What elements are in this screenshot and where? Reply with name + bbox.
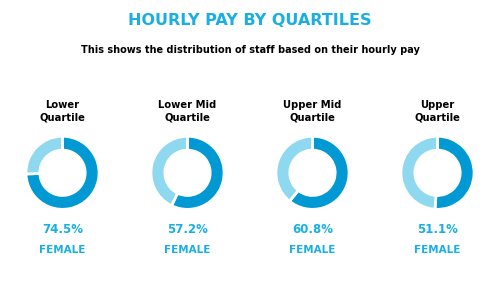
Text: HOURLY PAY BY QUARTILES: HOURLY PAY BY QUARTILES <box>128 13 372 28</box>
Text: 74.5%: 74.5% <box>42 223 83 236</box>
Text: Lower Mid
Quartile: Lower Mid Quartile <box>158 100 216 122</box>
Text: Lower
Quartile: Lower Quartile <box>40 100 86 122</box>
Text: Upper
Quartile: Upper Quartile <box>414 100 461 122</box>
Wedge shape <box>151 136 188 206</box>
Wedge shape <box>26 136 63 174</box>
Wedge shape <box>172 136 224 209</box>
Wedge shape <box>290 136 349 209</box>
Wedge shape <box>26 136 99 209</box>
Text: This shows the distribution of staff based on their hourly pay: This shows the distribution of staff bas… <box>80 45 419 55</box>
Text: FEMALE: FEMALE <box>290 245 336 255</box>
Wedge shape <box>435 136 474 209</box>
Text: 51.1%: 51.1% <box>417 223 458 236</box>
Text: 60.8%: 60.8% <box>292 223 333 236</box>
Text: FEMALE: FEMALE <box>414 245 461 255</box>
Wedge shape <box>401 136 438 209</box>
Text: FEMALE: FEMALE <box>164 245 210 255</box>
Text: 57.2%: 57.2% <box>167 223 208 236</box>
Text: FEMALE: FEMALE <box>40 245 86 255</box>
Wedge shape <box>276 136 312 201</box>
Text: Upper Mid
Quartile: Upper Mid Quartile <box>284 100 342 122</box>
